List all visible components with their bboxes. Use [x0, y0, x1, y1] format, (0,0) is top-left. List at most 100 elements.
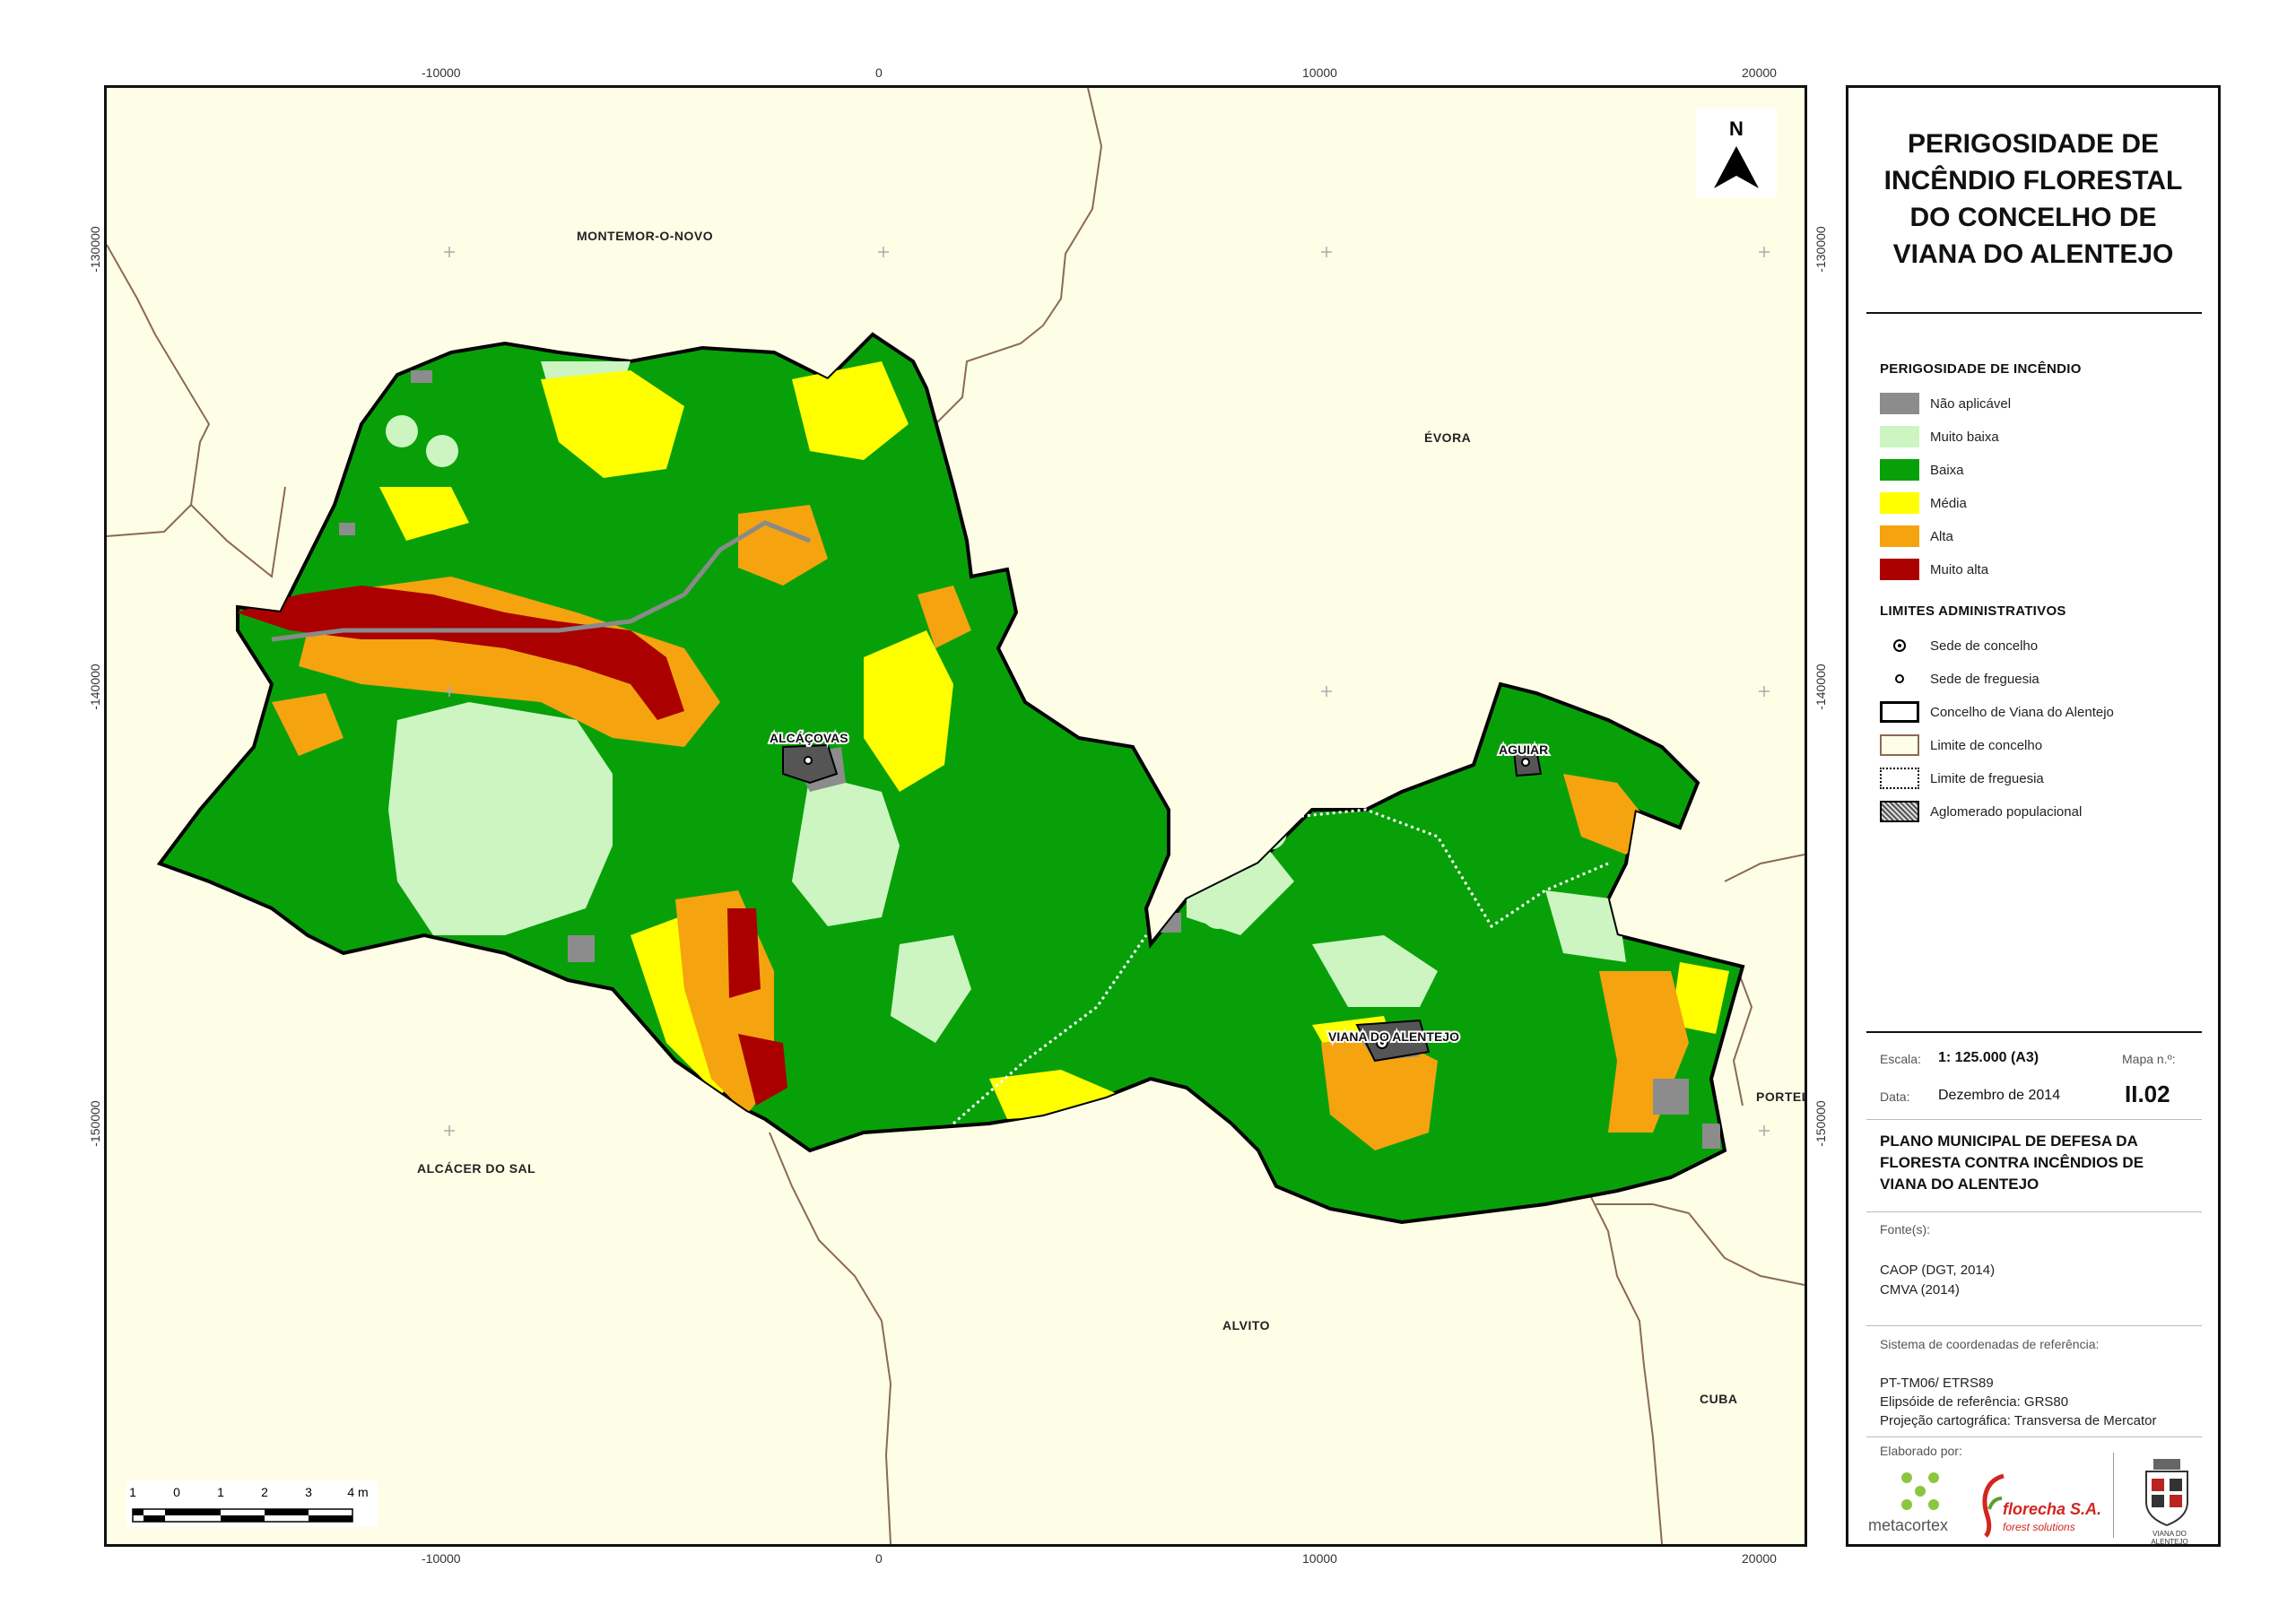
- sede-freguesia-marker: [804, 756, 813, 765]
- grid-y-label-right: -150000: [1813, 1100, 1828, 1147]
- legend-panel: PERIGOSIDADE DE INCÊNDIO FLORESTAL DO CO…: [1846, 85, 2221, 1547]
- aglomerado-populacional: [782, 743, 1543, 1063]
- swatch-muito-alta: [1880, 559, 1919, 580]
- svg-text:2: 2: [261, 1485, 268, 1499]
- date-label: Data:: [1880, 1089, 1910, 1104]
- scale-label: Escala:: [1880, 1052, 1921, 1066]
- florecha-logo-text: florecha S.A.: [2003, 1500, 2102, 1518]
- sede-freguesia-icon: [1895, 674, 1904, 683]
- limite-concelho-icon: [1880, 734, 1919, 756]
- place-alcacer: ALCÁCER DO SAL: [417, 1161, 535, 1176]
- plan-title: PLANO MUNICIPAL DE DEFESA DA FLORESTA CO…: [1880, 1133, 2144, 1193]
- divider: [1866, 1436, 2202, 1437]
- swatch-media: [1880, 492, 1919, 514]
- grid-x-label-top: 10000: [1302, 65, 1337, 80]
- legend-item: Sede de concelho: [1880, 634, 2038, 657]
- map-number-label: Mapa n.º:: [2122, 1052, 2176, 1066]
- map-number-value: II.02: [2125, 1081, 2170, 1107]
- svg-text:1: 1: [217, 1485, 224, 1499]
- crs-item: Projeção cartográfica: Transversa de Mer…: [1880, 1413, 2157, 1428]
- legend-item: Alta: [1880, 525, 1953, 548]
- legend-label: Não aplicável: [1930, 395, 2012, 412]
- svg-text:4 m: 4 m: [347, 1485, 368, 1499]
- grid-x-label-top: 0: [875, 65, 883, 80]
- north-arrow: N: [1696, 108, 1777, 197]
- map-title: PERIGOSIDADE DE INCÊNDIO FLORESTAL DO CO…: [1883, 129, 2183, 269]
- limite-freguesia-line: [952, 934, 1148, 1125]
- swatch-baixa: [1880, 459, 1919, 481]
- municipality-crest-icon: [2145, 1459, 2188, 1527]
- scale-value: 1: 125.000 (A3): [1938, 1050, 2039, 1065]
- legend-admin-title: LIMITES ADMINISTRATIVOS: [1880, 603, 2066, 619]
- legend-label: Muito alta: [1930, 561, 1989, 577]
- swatch-nao-aplicavel: [1880, 393, 1919, 414]
- florecha-logo-subtitle: forest solutions: [2003, 1521, 2075, 1533]
- place-alvito: ALVITO: [1222, 1318, 1270, 1332]
- place-cuba: CUBA: [1700, 1392, 1737, 1406]
- sede-concelho-icon: [1893, 639, 1906, 652]
- source-item: CAOP (DGT, 2014): [1880, 1263, 1996, 1278]
- legend-item: Limite de concelho: [1880, 733, 2042, 757]
- legend-label: Limite de freguesia: [1930, 770, 2044, 786]
- legend-label: Sede de freguesia: [1930, 671, 2039, 687]
- grid-x-label-bottom: 20000: [1742, 1551, 1777, 1566]
- legend-label: Alta: [1930, 528, 1953, 544]
- legend-label: Aglomerado populacional: [1930, 803, 2083, 820]
- place-montemor: MONTEMOR-O-NOVO: [577, 229, 713, 243]
- divider: [2113, 1453, 2114, 1538]
- town-alcacovas: ALCÁÇOVAS: [770, 731, 848, 745]
- svg-text:3: 3: [305, 1485, 312, 1499]
- grid-y-label-right: -140000: [1813, 664, 1828, 710]
- place-evora: ÉVORA: [1424, 430, 1471, 445]
- crs-item: Elipsóide de referência: GRS80: [1880, 1394, 2069, 1410]
- crs-label: Sistema de coordenadas de referência:: [1880, 1337, 2100, 1351]
- divider: [1866, 1325, 2202, 1326]
- florecha-logo-icon: [1982, 1473, 2005, 1538]
- limite-concelho-lines: [107, 88, 1805, 1544]
- legend-item: Concelho de Viana do Alentejo: [1880, 700, 2114, 724]
- aglomerado-icon: [1880, 801, 1919, 822]
- hazard-map: MONTEMOR-O-NOVO ÉVORA ALCÁCER DO SAL ALV…: [107, 88, 1805, 1544]
- sources-label: Fonte(s):: [1880, 1222, 1931, 1237]
- legend-label: Concelho de Viana do Alentejo: [1930, 704, 2114, 720]
- legend-label: Média: [1930, 495, 1967, 511]
- divider: [1866, 1119, 2202, 1120]
- sede-freguesia-marker: [1521, 758, 1530, 767]
- metacortex-logo-text: metacortex: [1868, 1516, 1949, 1534]
- zone-muito-alta: [236, 586, 787, 1106]
- limite-freguesia-icon: [1880, 768, 1919, 789]
- grid-x-label-bottom: 0: [875, 1551, 883, 1566]
- grid-x-label-bottom: -10000: [422, 1551, 461, 1566]
- legend-item: Baixa: [1880, 458, 1964, 482]
- road: [271, 520, 811, 642]
- legend-hazard-title: PERIGOSIDADE DE INCÊNDIO: [1880, 361, 2082, 377]
- legend-item: Sede de freguesia: [1880, 667, 2039, 690]
- legend-label: Limite de concelho: [1930, 737, 2043, 753]
- place-portel: PORTEL: [1756, 1089, 1805, 1104]
- legend-item: Aglomerado populacional: [1880, 800, 2082, 823]
- made-by-label: Elaborado por:: [1880, 1444, 1962, 1458]
- grid-y-label-left: -140000: [88, 664, 102, 710]
- swatch-muito-baixa: [1880, 426, 1919, 447]
- scale-bar: 1 0 1 2 3 4 m: [126, 1480, 378, 1527]
- legend-item: Muito baixa: [1880, 425, 1999, 448]
- town-aguiar: AGUIAR: [1499, 742, 1548, 757]
- source-item: CMVA (2014): [1880, 1282, 1960, 1298]
- grid-y-label-right: -130000: [1813, 226, 1828, 273]
- metacortex-logo-icon: [1901, 1472, 1939, 1510]
- legend-label: Baixa: [1930, 462, 1964, 478]
- legend-item: Limite de freguesia: [1880, 767, 2044, 790]
- crs-item: PT-TM06/ ETRS89: [1880, 1376, 1994, 1391]
- legend-label: Muito baixa: [1930, 429, 1999, 445]
- svg-text:1: 1: [129, 1485, 136, 1499]
- swatch-alta: [1880, 525, 1919, 547]
- divider: [1866, 1031, 2202, 1033]
- svg-text:0: 0: [173, 1485, 180, 1499]
- grid-x-label-top: 20000: [1742, 65, 1777, 80]
- legend-item: Não aplicável: [1880, 392, 2011, 415]
- limite-freguesia-line: [1275, 808, 1609, 929]
- legend-item: Muito alta: [1880, 558, 1988, 581]
- grid-x-label-top: -10000: [422, 65, 461, 80]
- concelho-boundary-icon: [1880, 701, 1919, 723]
- grid-x-label-bottom: 10000: [1302, 1551, 1337, 1566]
